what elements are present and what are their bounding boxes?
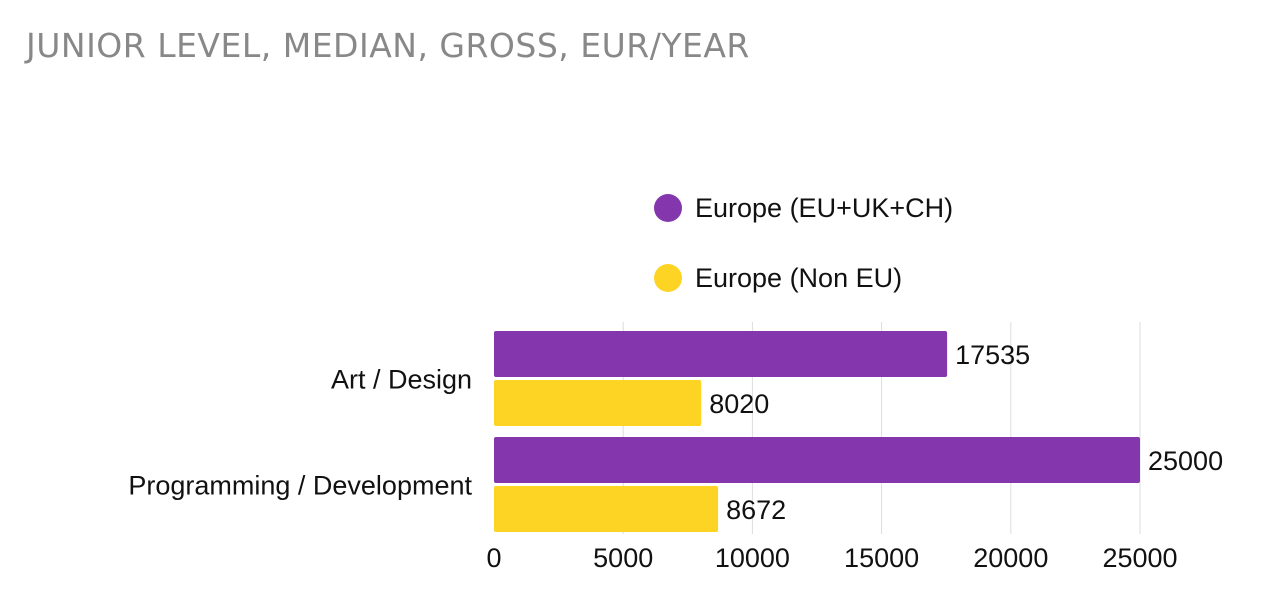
value-label-0-1: 8020 (709, 389, 769, 419)
x-tick-label-2: 10000 (715, 543, 790, 573)
legend-label-0: Europe (EU+UK+CH) (695, 193, 953, 223)
category-labels: Art / Design Programming / Development (128, 365, 472, 501)
bar-0-1 (494, 380, 702, 426)
bars (494, 331, 1140, 532)
category-label-0: Art / Design (331, 365, 472, 395)
legend: Europe (EU+UK+CH) Europe (Non EU) (654, 193, 953, 293)
legend-marker-0 (654, 194, 682, 222)
value-labels: 17535 8020 25000 8672 (709, 340, 1223, 525)
value-label-1-1: 8672 (726, 495, 786, 525)
x-tick-label-0: 0 (486, 543, 501, 573)
x-tick-label-1: 5000 (593, 543, 653, 573)
category-label-1: Programming / Development (128, 471, 472, 501)
legend-marker-1 (654, 264, 682, 292)
bar-0-0 (494, 331, 948, 377)
x-tick-label-3: 15000 (844, 543, 919, 573)
x-axis-ticks: 0 5000 10000 15000 20000 25000 (486, 543, 1177, 573)
value-label-1-0: 25000 (1148, 446, 1223, 476)
bar-1-1 (494, 486, 719, 532)
legend-label-1: Europe (Non EU) (695, 263, 902, 293)
value-label-0-0: 17535 (955, 340, 1030, 370)
bar-1-0 (494, 437, 1140, 483)
x-tick-label-4: 20000 (973, 543, 1048, 573)
chart-title: JUNIOR LEVEL, MEDIAN, GROSS, EUR/YEAR (26, 26, 750, 65)
x-tick-label-5: 25000 (1102, 543, 1177, 573)
